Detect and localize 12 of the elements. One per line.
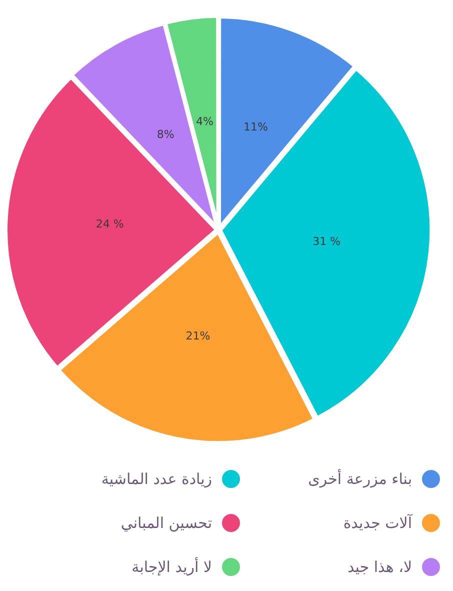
data-label: 8% <box>156 128 174 141</box>
legend-label: بناء مزرعة أخرى <box>308 470 412 488</box>
legend-label: لا أريد الإجابة <box>132 558 212 576</box>
data-label: 21% <box>186 330 210 343</box>
data-label: 4% <box>196 114 214 128</box>
data-label: 11% <box>243 120 268 134</box>
legend-label: تحسين المباني <box>120 514 212 532</box>
data-label: 31 % <box>312 234 341 248</box>
data-label: 24 % <box>96 218 124 231</box>
legend-label: آلات جديدة <box>343 514 412 532</box>
legend-label: زيادة عدد الماشية <box>101 470 212 488</box>
legend-label: لا، هذا جيد <box>347 558 412 576</box>
